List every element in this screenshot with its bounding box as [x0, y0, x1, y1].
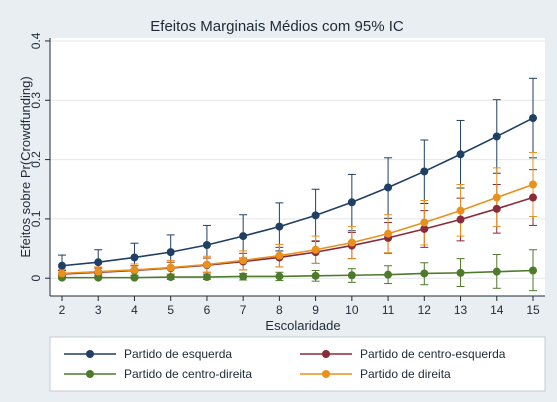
data-point — [202, 240, 211, 249]
series-line — [62, 269, 534, 279]
x-tick-label: 9 — [312, 303, 319, 317]
data-point — [347, 271, 356, 280]
legend-marker — [322, 370, 330, 378]
data-point — [275, 222, 284, 231]
data-point — [492, 132, 501, 141]
chart-title: Efeitos Marginais Médios com 95% IC — [150, 18, 404, 35]
data-point — [275, 251, 284, 260]
data-point — [384, 183, 393, 192]
x-tick-label: 10 — [345, 303, 359, 317]
data-point — [420, 218, 429, 227]
x-tick-labels: 2 3 4 5 6 7 8 9 10 11 12 13 14 15 — [59, 303, 540, 317]
data-point — [239, 256, 248, 265]
data-point — [166, 273, 175, 282]
legend: Partido de esquerda Partido de centro-esq… — [64, 347, 506, 381]
data-point — [239, 272, 248, 281]
data-point — [347, 198, 356, 207]
x-tick-label: 4 — [131, 303, 138, 317]
y-tick-label: 0.2 — [29, 151, 43, 168]
data-point — [384, 229, 393, 238]
y-axis-label: Efeitos sobre Pr(Crowdfunding) — [18, 76, 33, 257]
data-point — [492, 193, 501, 202]
x-tick-label: 14 — [490, 303, 504, 317]
data-point — [130, 253, 139, 262]
x-tick-label: 2 — [59, 303, 66, 317]
legend-marker — [86, 370, 94, 378]
series-line — [61, 183, 534, 275]
data-point — [529, 193, 537, 202]
data-point — [456, 150, 465, 159]
data-point — [420, 269, 429, 278]
x-axis-label: Escolaridade — [265, 318, 340, 333]
x-tick-label: 11 — [382, 303, 395, 317]
axes — [45, 38, 545, 301]
data-point — [529, 266, 537, 275]
legend-marker — [322, 350, 330, 358]
legend-box — [49, 336, 546, 392]
data-point — [384, 270, 393, 279]
y-tick-label: 0.4 — [29, 32, 43, 49]
data-point — [239, 232, 248, 241]
data-point — [130, 265, 139, 274]
data-point — [58, 261, 66, 270]
y-tick-label: 0.3 — [29, 92, 43, 109]
data-point — [130, 273, 139, 282]
plot-area — [50, 38, 545, 296]
series-lines — [61, 117, 534, 279]
data-point — [492, 267, 501, 276]
y-tick-label: 0.1 — [29, 210, 43, 227]
y-tick-label: 0 — [29, 275, 43, 282]
data-point — [420, 167, 429, 176]
data-point — [94, 267, 103, 276]
data-point — [420, 224, 429, 233]
data-point — [456, 268, 465, 277]
data-point — [492, 204, 501, 213]
data-point — [311, 245, 320, 254]
data-point — [311, 271, 320, 280]
legend-label: Partido de centro-direita — [124, 367, 252, 381]
data-point — [58, 269, 66, 278]
series-points — [58, 114, 537, 282]
series-line — [61, 117, 534, 267]
x-tick-label: 12 — [418, 303, 432, 317]
legend-label: Partido de direita — [360, 367, 451, 381]
x-tick-label: 13 — [454, 303, 468, 317]
data-point — [275, 272, 284, 281]
x-tick-label: 3 — [95, 303, 102, 317]
legend-label: Partido de esquerda — [124, 347, 232, 361]
legend-marker — [86, 350, 94, 358]
data-point — [166, 263, 175, 272]
x-tick-label: 15 — [526, 303, 540, 317]
data-point — [456, 215, 465, 224]
data-point — [202, 273, 211, 282]
y-tick-labels: 0 0.1 0.2 0.3 0.4 — [29, 32, 43, 281]
legend-label: Partido de centro-esquerda — [360, 347, 506, 361]
x-tick-label: 6 — [204, 303, 211, 317]
data-point — [347, 238, 356, 247]
data-point — [94, 258, 103, 267]
data-point — [529, 180, 537, 189]
x-tick-label: 7 — [240, 303, 247, 317]
data-point — [166, 248, 175, 257]
data-point — [94, 273, 103, 282]
data-point — [311, 211, 320, 220]
x-tick-label: 5 — [167, 303, 174, 317]
data-point — [456, 206, 465, 215]
data-point — [202, 260, 211, 269]
data-point — [529, 114, 537, 123]
x-tick-label: 8 — [276, 303, 283, 317]
